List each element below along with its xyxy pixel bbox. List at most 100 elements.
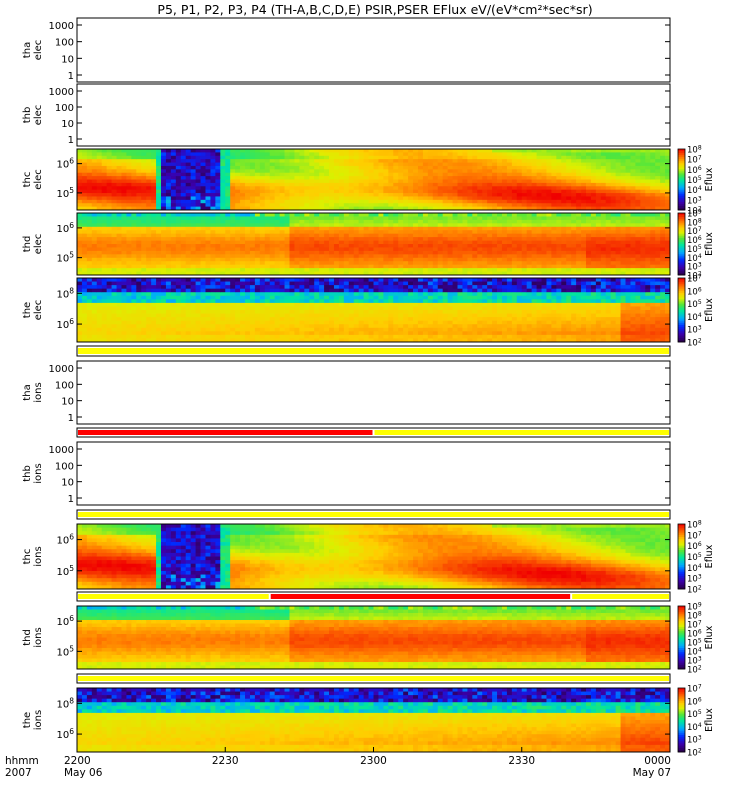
heatmap-cell	[240, 223, 246, 228]
heatmap-cell	[506, 165, 513, 170]
heatmap-cell	[432, 237, 439, 241]
heatmap-cell	[353, 216, 360, 221]
heatmap-cell	[625, 219, 631, 224]
heatmap-cell	[581, 179, 587, 184]
heatmap-cell	[581, 244, 587, 248]
heatmap-cell	[131, 230, 137, 235]
heatmap-cell	[141, 179, 147, 184]
heatmap-cell	[235, 165, 241, 170]
heatmap-cell	[146, 268, 152, 272]
heatmap-cell	[190, 292, 196, 297]
heatmap-cell	[393, 216, 399, 221]
heatmap-cell	[363, 179, 369, 184]
heatmap-cell	[170, 254, 177, 259]
heatmap-cell	[353, 240, 360, 245]
heatmap-cell	[590, 199, 597, 204]
heatmap-cell	[531, 257, 537, 262]
heatmap-cell	[506, 261, 513, 266]
heatmap-cell	[373, 179, 379, 184]
heatmap-cell	[170, 162, 177, 167]
heatmap-cell	[111, 152, 117, 157]
heatmap-cell	[655, 155, 661, 160]
heatmap-cell	[452, 237, 458, 241]
heatmap-cell	[605, 155, 612, 160]
heatmap-cell	[403, 189, 409, 194]
heatmap-cell	[531, 172, 537, 177]
heatmap-cell	[462, 223, 468, 228]
heatmap-cell	[452, 271, 458, 276]
heatmap-cell	[541, 172, 547, 177]
heatmap-cell	[77, 257, 83, 262]
heatmap-cell	[230, 216, 236, 221]
heatmap-cell	[373, 268, 379, 272]
heatmap-cell	[245, 264, 251, 269]
heatmap-cell	[576, 219, 582, 224]
heatmap-cell	[665, 264, 671, 269]
heatmap-cell	[151, 278, 157, 282]
heatmap-cell	[121, 226, 127, 231]
heatmap-cell	[546, 237, 552, 241]
heatmap-cell	[556, 254, 562, 259]
heatmap-cell	[581, 257, 587, 262]
heatmap-cell	[378, 219, 384, 224]
heatmap-cell	[220, 189, 226, 194]
heatmap-cell	[605, 226, 612, 231]
heatmap-cell	[358, 179, 365, 184]
heatmap-cell	[343, 186, 350, 191]
heatmap-cell	[571, 257, 577, 262]
heatmap-cell	[91, 327, 98, 332]
heatmap-cell	[665, 219, 671, 224]
heatmap-cell	[516, 149, 523, 153]
heatmap-cell	[333, 199, 340, 204]
heatmap-cell	[185, 203, 192, 208]
heatmap-cell	[546, 250, 552, 255]
heatmap-cell	[487, 247, 493, 252]
heatmap-cell	[467, 268, 473, 272]
heatmap-cell	[141, 254, 147, 259]
heatmap-cell	[462, 261, 468, 266]
heatmap-cell	[220, 216, 226, 221]
heatmap-cell	[610, 244, 617, 248]
heatmap-cell	[235, 162, 241, 167]
heatmap-cell	[195, 172, 201, 177]
heatmap-cell	[324, 165, 330, 170]
panel-stack: 1101001000thaelec1101001000thbelec105106…	[22, 17, 715, 759]
heatmap-cell	[353, 254, 360, 259]
heatmap-cell	[566, 264, 572, 269]
heatmap-cell	[427, 226, 434, 231]
heatmap-cell	[447, 155, 453, 160]
heatmap-cell	[551, 193, 557, 197]
heatmap-cell	[413, 176, 419, 180]
heatmap-cell	[442, 264, 449, 269]
heatmap-cell	[324, 182, 330, 187]
heatmap-cell	[146, 306, 152, 311]
heatmap-cell	[378, 165, 384, 170]
heatmap-cell	[141, 159, 147, 163]
colorbar-swatch	[678, 207, 685, 211]
heatmap-cell	[245, 250, 251, 255]
heatmap-cell	[561, 196, 567, 201]
heatmap-cell	[467, 240, 473, 245]
heatmap-cell	[447, 223, 453, 228]
heatmap-cell	[383, 233, 389, 238]
heatmap-cell	[86, 302, 93, 307]
heatmap-cell	[264, 149, 271, 153]
heatmap-cell	[625, 179, 631, 184]
heatmap-cell	[571, 237, 577, 241]
heatmap-cell	[511, 155, 518, 160]
heatmap-cell	[511, 230, 518, 235]
heatmap-cell	[531, 240, 537, 245]
heatmap-cell	[294, 233, 300, 238]
heatmap-cell	[180, 216, 187, 221]
heatmap-cell	[413, 193, 419, 197]
heatmap-cell	[343, 172, 350, 177]
colorbar-swatch	[678, 246, 685, 249]
heatmap-cell	[200, 254, 206, 259]
heatmap-cell	[156, 199, 162, 204]
heatmap-cell	[195, 230, 201, 235]
heatmap-cell	[605, 152, 612, 157]
heatmap-cell	[501, 216, 508, 221]
heatmap-cell	[215, 179, 221, 184]
heatmap-cell	[96, 213, 103, 217]
